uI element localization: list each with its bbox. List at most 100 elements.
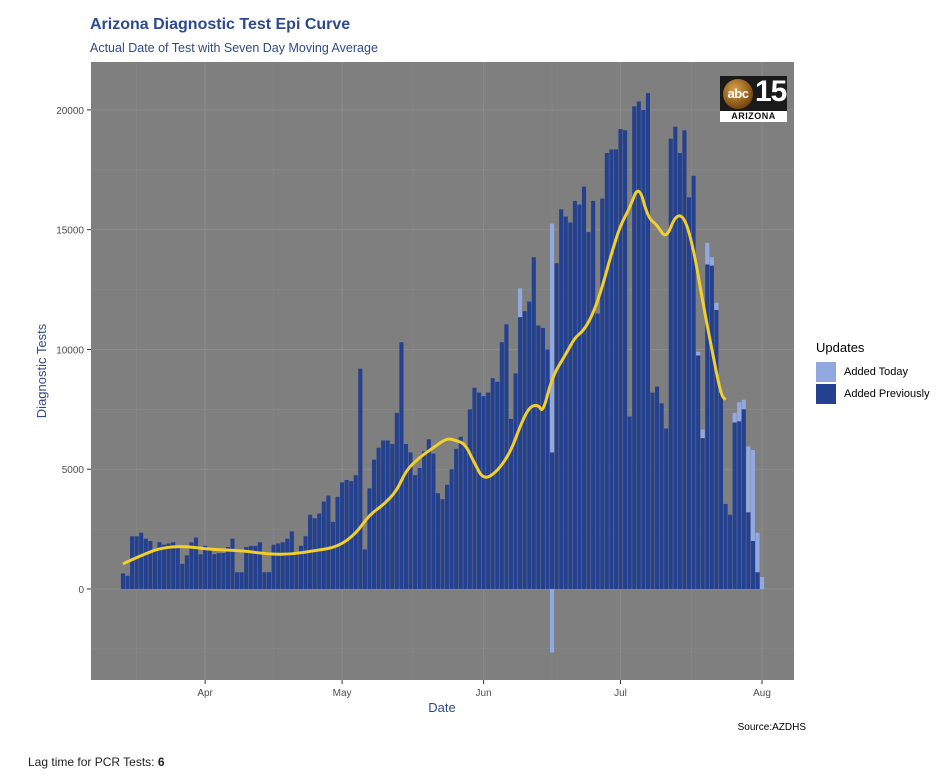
bar-added-previously bbox=[668, 138, 673, 589]
bar-added-previously bbox=[381, 440, 386, 589]
logo-state: ARIZONA bbox=[720, 111, 787, 122]
bar-added-previously bbox=[696, 355, 701, 589]
y-tick-label: 0 bbox=[78, 585, 84, 596]
x-axis: Apr May Jun Jul Aug bbox=[197, 680, 771, 699]
bar-added-previously bbox=[686, 197, 692, 589]
bar-added-previously bbox=[531, 257, 536, 589]
bar-added-previously bbox=[294, 553, 299, 589]
bar-added-previously bbox=[654, 386, 660, 589]
bar-added-previously bbox=[709, 265, 714, 589]
bar-added-previously bbox=[737, 421, 742, 589]
bar-added-previously bbox=[134, 536, 139, 589]
bar-added-previously bbox=[157, 542, 162, 589]
bar-added-previously bbox=[613, 149, 619, 589]
bar-added-previously bbox=[385, 440, 390, 589]
bar-added-previously bbox=[248, 545, 253, 589]
bar-negative-adjustment bbox=[550, 588, 555, 653]
chart-title: Arizona Diagnostic Test Epi Curve bbox=[90, 16, 351, 33]
bar-added-previously bbox=[445, 484, 450, 589]
legend-label-added-previously: Added Previously bbox=[844, 388, 930, 400]
x-tick-label: Aug bbox=[753, 688, 771, 699]
legend-title: Updates bbox=[816, 340, 865, 355]
bar-added-today bbox=[714, 302, 719, 310]
bar-added-previously bbox=[508, 418, 514, 589]
bar-added-previously bbox=[632, 106, 637, 589]
bar-added-previously bbox=[595, 313, 600, 589]
bar-added-previously bbox=[495, 381, 500, 589]
bar-added-previously bbox=[403, 444, 409, 589]
bar-added-previously bbox=[513, 373, 518, 589]
bar-added-previously bbox=[280, 542, 285, 589]
bar-added-today bbox=[550, 223, 555, 453]
bar-added-today bbox=[759, 577, 765, 589]
bar-added-previously bbox=[431, 453, 436, 589]
bar-added-previously bbox=[235, 572, 240, 589]
footnote: Lag time for PCR Tests: 6 bbox=[28, 755, 165, 769]
bar-added-previously bbox=[358, 368, 363, 589]
footnote-value: 6 bbox=[157, 755, 165, 769]
bar-added-previously bbox=[276, 543, 281, 589]
bar-added-previously bbox=[728, 514, 733, 589]
bar-added-today bbox=[705, 242, 710, 265]
bar-added-previously bbox=[559, 209, 564, 589]
bar-added-previously bbox=[362, 549, 367, 589]
bar-added-previously bbox=[257, 542, 262, 589]
bar-added-previously bbox=[203, 545, 208, 589]
y-tick-label: 10000 bbox=[56, 345, 84, 356]
bar-added-previously bbox=[399, 342, 404, 589]
bar-added-previously bbox=[714, 309, 719, 589]
y-tick-label: 15000 bbox=[56, 226, 84, 237]
bar-added-previously bbox=[148, 541, 153, 589]
bar-added-previously bbox=[435, 493, 440, 589]
bar-added-previously bbox=[221, 553, 226, 589]
source-note: Source:AZDHS bbox=[737, 722, 806, 733]
bar-added-previously bbox=[600, 198, 605, 589]
x-tick-label: Apr bbox=[197, 688, 213, 699]
bar-added-previously bbox=[161, 544, 167, 589]
bar-added-previously bbox=[591, 200, 596, 589]
bar-added-previously bbox=[545, 349, 550, 589]
bar-added-previously bbox=[577, 204, 582, 589]
bar-added-previously bbox=[650, 392, 655, 589]
bar-added-previously bbox=[550, 452, 555, 589]
bar-added-previously bbox=[636, 101, 641, 589]
legend-item-added-today: Added Today bbox=[816, 361, 930, 383]
bar-added-previously bbox=[568, 222, 573, 589]
bar-added-today bbox=[696, 351, 701, 356]
bar-added-previously bbox=[458, 436, 463, 589]
bar-added-previously bbox=[554, 263, 559, 589]
bar-added-previously bbox=[230, 538, 235, 589]
bar-added-previously bbox=[139, 532, 144, 589]
bar-added-previously bbox=[193, 537, 199, 589]
bar-added-previously bbox=[700, 438, 705, 589]
bar-added-previously bbox=[413, 475, 418, 589]
bar-added-previously bbox=[481, 396, 486, 589]
bar-added-previously bbox=[207, 549, 212, 589]
bar-added-previously bbox=[376, 447, 381, 589]
bar-added-previously bbox=[198, 554, 203, 589]
bar-added-previously bbox=[449, 469, 454, 589]
bar-added-previously bbox=[746, 512, 751, 589]
bar-added-previously bbox=[408, 452, 413, 589]
y-tick-label: 5000 bbox=[62, 465, 85, 476]
bar-added-previously bbox=[718, 392, 724, 589]
legend-swatch-added-today bbox=[816, 362, 836, 382]
bar-added-previously bbox=[266, 572, 272, 589]
bar-added-previously bbox=[120, 573, 126, 589]
bar-added-previously bbox=[321, 501, 326, 589]
x-axis-label: Date bbox=[428, 700, 455, 715]
bar-added-previously bbox=[180, 563, 185, 589]
bar-added-previously bbox=[604, 153, 609, 589]
bar-added-previously bbox=[609, 149, 614, 589]
bar-added-previously bbox=[426, 439, 431, 589]
bar-added-previously bbox=[371, 459, 377, 589]
bar-added-previously bbox=[472, 387, 477, 589]
bar-added-previously bbox=[467, 409, 472, 589]
bar-added-previously bbox=[522, 311, 527, 589]
bar-added-previously bbox=[572, 200, 577, 589]
bar-added-previously bbox=[212, 554, 217, 589]
bar-added-previously bbox=[627, 416, 632, 589]
bar-added-previously bbox=[171, 542, 176, 589]
bar-added-previously bbox=[335, 496, 340, 589]
